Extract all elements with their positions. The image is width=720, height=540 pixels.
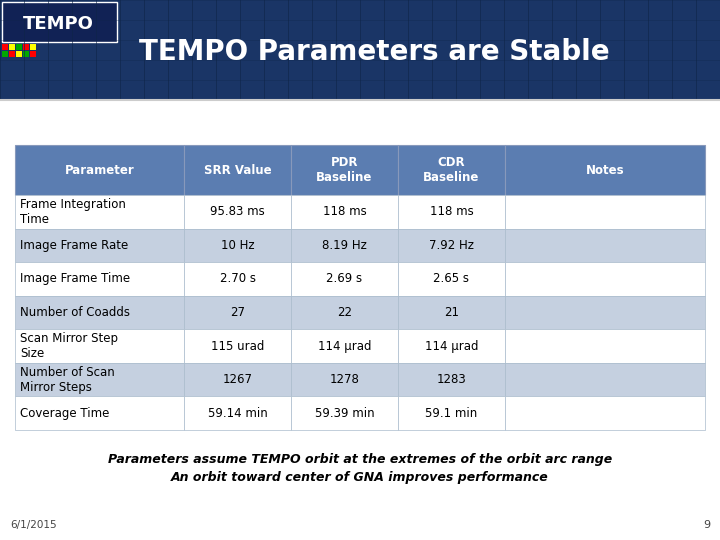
Bar — [291, 296, 398, 329]
Text: Notes: Notes — [585, 164, 624, 177]
Bar — [30, 51, 36, 57]
Bar — [398, 195, 505, 228]
Bar — [505, 228, 705, 262]
Bar — [15, 228, 184, 262]
Text: TEMPO Parameters are Stable: TEMPO Parameters are Stable — [139, 38, 610, 66]
Bar — [398, 228, 505, 262]
Bar — [0, 0, 720, 100]
Bar — [16, 44, 22, 50]
Text: Parameters assume TEMPO orbit at the extremes of the orbit arc range: Parameters assume TEMPO orbit at the ext… — [108, 454, 612, 467]
Text: 6/1/2015: 6/1/2015 — [10, 520, 57, 530]
Text: Coverage Time: Coverage Time — [20, 407, 109, 420]
Bar — [2, 51, 8, 57]
Bar — [505, 145, 705, 195]
Bar — [505, 262, 705, 296]
Text: 7.92 Hz: 7.92 Hz — [429, 239, 474, 252]
Text: Parameter: Parameter — [65, 164, 135, 177]
Text: Number of Scan
Mirror Steps: Number of Scan Mirror Steps — [20, 366, 114, 394]
Text: Frame Integration
Time: Frame Integration Time — [20, 198, 126, 226]
Bar — [15, 329, 184, 363]
Bar — [291, 228, 398, 262]
Text: An orbit toward center of GNA improves performance: An orbit toward center of GNA improves p… — [171, 471, 549, 484]
Text: 118 ms: 118 ms — [430, 205, 473, 218]
Text: 114 μrad: 114 μrad — [318, 340, 372, 353]
Text: 59.39 min: 59.39 min — [315, 407, 374, 420]
Bar — [398, 145, 505, 195]
Bar — [16, 51, 22, 57]
Text: 1283: 1283 — [436, 373, 467, 386]
Text: 10 Hz: 10 Hz — [221, 239, 254, 252]
Bar — [505, 363, 705, 396]
Bar — [15, 195, 184, 228]
Text: Number of Coadds: Number of Coadds — [20, 306, 130, 319]
Text: 1278: 1278 — [330, 373, 359, 386]
Text: 59.1 min: 59.1 min — [426, 407, 477, 420]
Text: 22: 22 — [337, 306, 352, 319]
Bar — [398, 329, 505, 363]
Bar — [398, 296, 505, 329]
Text: TEMPO: TEMPO — [22, 15, 94, 33]
Bar — [184, 329, 291, 363]
Bar — [15, 396, 184, 430]
Bar — [291, 363, 398, 396]
Bar — [291, 329, 398, 363]
Text: 8.19 Hz: 8.19 Hz — [322, 239, 367, 252]
Text: PDR
Baseline: PDR Baseline — [316, 156, 373, 184]
Bar — [9, 51, 15, 57]
Bar — [505, 195, 705, 228]
Text: 21: 21 — [444, 306, 459, 319]
Bar — [184, 396, 291, 430]
Bar — [9, 44, 15, 50]
Bar — [184, 363, 291, 396]
Text: Image Frame Rate: Image Frame Rate — [20, 239, 128, 252]
Bar — [505, 396, 705, 430]
Text: 2.69 s: 2.69 s — [326, 272, 363, 286]
Text: 118 ms: 118 ms — [323, 205, 366, 218]
Bar — [184, 262, 291, 296]
Bar — [2, 44, 8, 50]
Text: 27: 27 — [230, 306, 245, 319]
Bar — [23, 51, 29, 57]
Bar — [291, 195, 398, 228]
Bar — [184, 195, 291, 228]
Text: 114 μrad: 114 μrad — [425, 340, 478, 353]
Bar — [398, 363, 505, 396]
Bar — [30, 44, 36, 50]
Bar — [505, 296, 705, 329]
Text: 1267: 1267 — [222, 373, 253, 386]
Text: 115 urad: 115 urad — [211, 340, 264, 353]
Bar — [23, 44, 29, 50]
Text: 95.83 ms: 95.83 ms — [210, 205, 265, 218]
Text: SRR Value: SRR Value — [204, 164, 271, 177]
Bar — [184, 296, 291, 329]
Bar — [184, 145, 291, 195]
Bar — [184, 228, 291, 262]
Text: 2.70 s: 2.70 s — [220, 272, 256, 286]
Bar — [291, 262, 398, 296]
Bar — [2, 2, 117, 42]
Bar — [398, 396, 505, 430]
Text: Scan Mirror Step
Size: Scan Mirror Step Size — [20, 332, 118, 360]
Bar — [398, 262, 505, 296]
Text: 2.65 s: 2.65 s — [433, 272, 469, 286]
Bar — [291, 145, 398, 195]
Bar — [291, 396, 398, 430]
Text: 9: 9 — [703, 520, 710, 530]
Bar — [15, 296, 184, 329]
Bar — [15, 262, 184, 296]
Text: Image Frame Time: Image Frame Time — [20, 272, 130, 286]
Bar — [15, 363, 184, 396]
Text: CDR
Baseline: CDR Baseline — [423, 156, 480, 184]
Bar — [15, 145, 184, 195]
Text: 59.14 min: 59.14 min — [207, 407, 267, 420]
Bar — [505, 329, 705, 363]
